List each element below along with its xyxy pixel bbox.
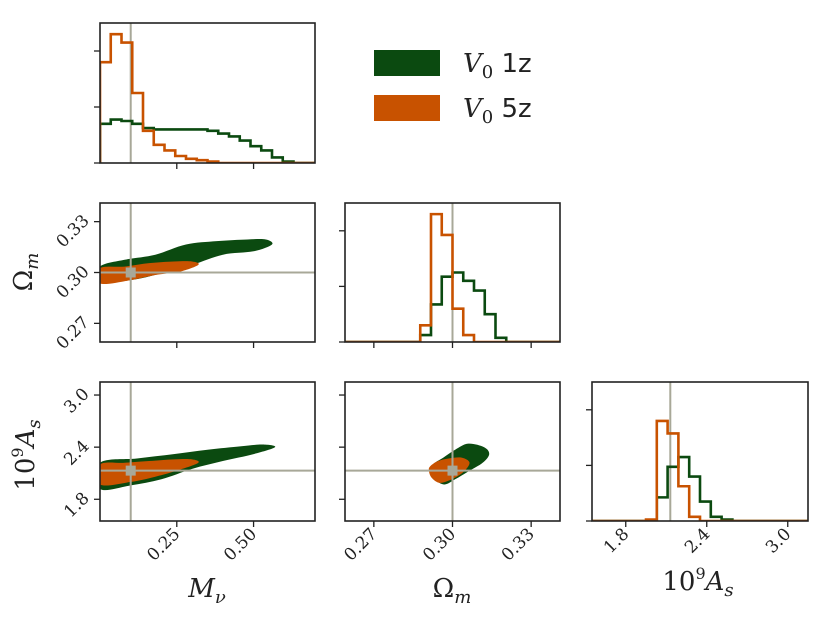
histogram-Mnu-V0-5z — [100, 32, 315, 163]
yaxis-label-Om: Ωm — [9, 253, 43, 292]
ytick-label-As: 3.0 — [60, 384, 93, 417]
xaxis-label-Om: Ωm — [433, 574, 472, 608]
xtick-label-As: 1.8 — [600, 524, 633, 557]
xaxis-label-Mnu: Mν — [187, 574, 226, 608]
truth-marker-Om_As — [447, 465, 458, 476]
legend-swatch-V0-5z — [374, 95, 440, 121]
contour-frame-Mnu_As — [99, 381, 316, 522]
histogram-frame-As — [591, 381, 809, 522]
xtick-label-As: 2.4 — [681, 524, 714, 557]
ytick-label-As: 1.8 — [60, 489, 93, 522]
histogram-As-V0-1z — [592, 455, 808, 521]
histogram-frame-Mnu — [99, 22, 316, 164]
xtick-label-Om: 0.27 — [340, 524, 381, 565]
histogram-Om-V0-5z — [345, 212, 560, 342]
legend-label-V0-1z: V0 1z — [463, 49, 532, 83]
ytick-label-Om: 0.30 — [53, 262, 94, 303]
legend-swatch-V0-1z — [374, 50, 440, 76]
ytick-label-Om: 0.27 — [53, 313, 94, 354]
xtick-label-As: 3.0 — [762, 524, 795, 557]
truth-marker-Mnu_Om — [125, 267, 136, 278]
histogram-Om-V0-1z — [345, 271, 560, 342]
xaxis-label-As: 109As — [662, 564, 733, 601]
xtick-label-Mnu: 0.25 — [143, 524, 184, 565]
histogram-As-V0-5z — [592, 419, 808, 521]
ytick-label-As: 2.4 — [60, 437, 93, 470]
xtick-label-Mnu: 0.50 — [220, 524, 261, 565]
ytick-label-Om: 0.33 — [53, 211, 94, 252]
contour-Mnu_As-V0-5z — [100, 458, 199, 486]
histogram-Mnu-V0-1z — [100, 118, 315, 163]
xtick-label-Om: 0.30 — [419, 524, 460, 565]
yaxis-label-As: 109As — [8, 419, 45, 490]
legend-label-V0-5z: V0 5z — [463, 94, 532, 128]
truth-marker-Mnu_As — [125, 465, 136, 476]
xtick-label-Om: 0.33 — [498, 524, 539, 565]
